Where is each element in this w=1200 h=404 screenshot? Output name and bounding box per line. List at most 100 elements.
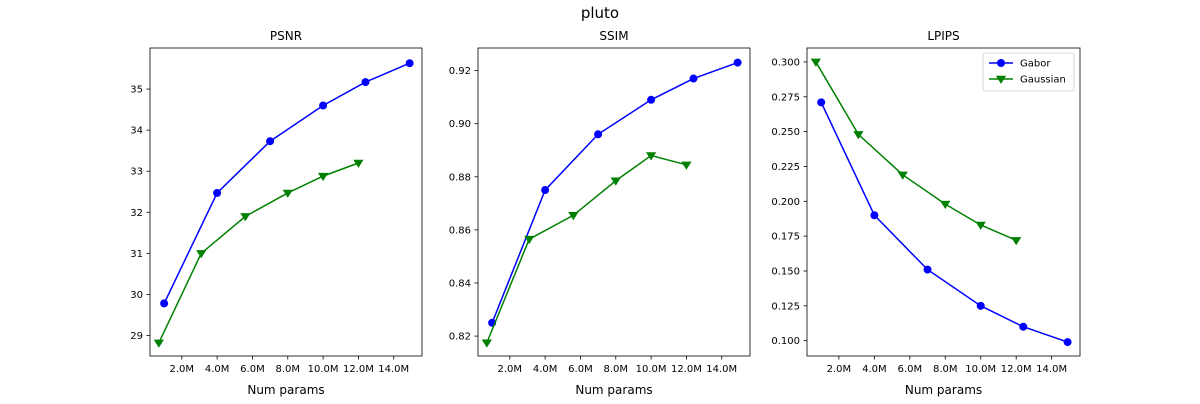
data-point-gaussian: [853, 131, 864, 140]
x-tick-label: 12.0M: [671, 364, 702, 375]
y-tick-label: 0.84: [449, 278, 471, 289]
y-tick-label: 0.300: [771, 57, 800, 68]
x-tick-label: 4.0M: [862, 364, 887, 375]
data-point-gabor: [541, 186, 550, 195]
x-tick-label: 14.0M: [378, 364, 409, 375]
data-point-gaussian: [568, 212, 579, 221]
panel-psnr: PSNR 2.0M 4.0M 6.0M 8.0M 10.0M 12.0M 14.0M 29 30 3…: [130, 29, 423, 397]
data-point-gaussian: [645, 152, 657, 161]
data-point-gabor: [1019, 322, 1028, 331]
y-tick-label: 0.82: [449, 332, 471, 343]
x-tick-label: 12.0M: [1001, 364, 1032, 375]
data-point-gaussian: [975, 221, 986, 230]
series-line-gabor: [491, 61, 738, 324]
data-point-gabor: [160, 299, 169, 308]
series-line-gaussian: [158, 162, 359, 344]
y-tick-label: 0.200: [771, 197, 800, 208]
legend: Gabor Gaussian: [982, 52, 1075, 92]
x-tick-label: 14.0M: [1036, 364, 1067, 375]
y-tick-label: 29: [130, 331, 143, 342]
plot-frame: [477, 47, 751, 357]
data-point-gabor: [319, 101, 328, 110]
legend-marker-gaussian: [995, 75, 1007, 84]
data-point-gaussian: [897, 171, 908, 180]
panel-ssim: SSIM 2.0M 4.0M 6.0M 8.0M 10.0M 12.0M 14.0M 0.82 0…: [449, 29, 751, 397]
x-tick-label: 12.0M: [343, 364, 374, 375]
legend-marker-gabor: [997, 59, 1006, 68]
data-point-gaussian: [681, 161, 692, 170]
y-tick-label: 0.175: [771, 232, 800, 243]
y-tick-label: 0.90: [449, 119, 471, 130]
data-point-gabor: [213, 188, 222, 197]
figure-title: pluto: [580, 4, 620, 22]
y-tick-label: 0.250: [771, 127, 800, 138]
data-point-gabor: [817, 98, 826, 107]
data-point-gaussian: [317, 172, 329, 182]
x-tick-label: 14.0M: [706, 364, 737, 375]
series-line-gabor: [163, 62, 410, 304]
legend-label-gabor: Gabor: [1020, 59, 1051, 70]
panel-title: PSNR: [270, 29, 302, 43]
data-point-gabor: [361, 78, 370, 87]
x-tick-label: 8.0M: [933, 364, 958, 375]
y-tick-label: 32: [130, 208, 143, 219]
series-line-gaussian: [486, 154, 687, 344]
data-point-gabor: [870, 211, 879, 220]
y-tick-label: 0.100: [771, 336, 800, 347]
data-point-gabor: [976, 301, 985, 310]
data-point-gabor: [647, 95, 656, 104]
legend-label-gaussian: Gaussian: [1020, 75, 1066, 86]
data-point-gaussian: [282, 189, 293, 198]
data-point-gabor: [733, 58, 742, 67]
x-tick-label: 6.0M: [240, 364, 265, 375]
data-point-gaussian: [153, 339, 164, 348]
y-tick-label: 0.275: [771, 92, 800, 103]
data-point-gabor: [594, 130, 603, 139]
x-tick-label: 2.0M: [170, 364, 195, 375]
x-tick-label: 6.0M: [898, 364, 923, 375]
series-line-gabor: [820, 102, 1068, 343]
data-point-gaussian: [196, 250, 207, 259]
y-tick-label: 0.225: [771, 162, 800, 173]
y-tick-label: 0.150: [771, 266, 800, 277]
y-tick-label: 0.125: [771, 301, 800, 312]
data-point-gabor: [923, 265, 932, 274]
y-tick-label: 31: [130, 249, 143, 260]
data-point-gabor: [689, 74, 698, 83]
data-point-gaussian: [610, 177, 621, 186]
x-tick-label: 4.0M: [533, 364, 558, 375]
x-tick-label: 10.0M: [308, 364, 339, 375]
data-point-gaussian: [940, 200, 951, 210]
data-point-gaussian: [1011, 237, 1022, 246]
x-tick-label: 6.0M: [568, 364, 593, 375]
x-tick-label: 2.0M: [827, 364, 852, 375]
y-tick-label: 35: [130, 85, 143, 96]
x-tick-label: 10.0M: [965, 364, 996, 375]
y-tick-label: 0.88: [449, 172, 471, 183]
plot-frame: [149, 47, 423, 357]
x-tick-label: 8.0M: [276, 364, 301, 375]
data-point-gaussian: [524, 235, 535, 245]
x-tick-label: 2.0M: [498, 364, 523, 375]
panel-title: SSIM: [599, 29, 628, 43]
data-point-gabor: [266, 137, 275, 146]
y-tick-label: 34: [130, 126, 143, 137]
panel-lpips: LPIPS 2.0M 4.0M 6.0M 8.0M 10.0M 12.0M 14.0M 0.10…: [771, 29, 1081, 397]
y-tick-label: 0.92: [449, 66, 471, 77]
x-tick-label: 10.0M: [636, 364, 667, 375]
plot-frame: [806, 47, 1081, 357]
data-point-gaussian: [240, 213, 251, 222]
x-axis-label: Num params: [905, 383, 982, 397]
data-point-gaussian: [481, 339, 492, 348]
x-axis-label: Num params: [575, 383, 652, 397]
data-point-gabor: [1063, 338, 1072, 347]
x-tick-label: 8.0M: [604, 364, 629, 375]
data-point-gaussian: [353, 159, 364, 168]
y-tick-label: 0.86: [449, 225, 471, 236]
y-tick-label: 33: [130, 167, 143, 178]
data-point-gabor: [405, 59, 414, 68]
panel-title: LPIPS: [927, 29, 959, 43]
series-line-gaussian: [815, 61, 1017, 242]
